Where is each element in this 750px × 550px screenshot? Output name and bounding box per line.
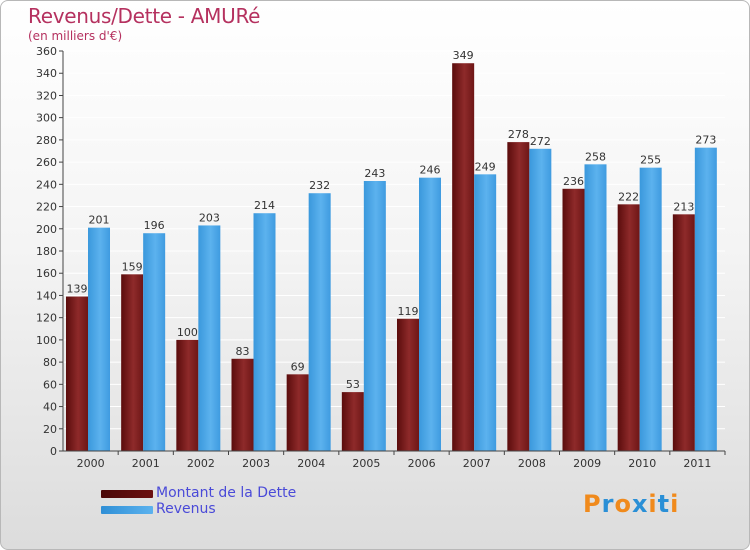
bar-revenus: [88, 227, 110, 451]
chart-title: Revenus/Dette - AMURé: [28, 4, 261, 28]
x-tick-label: 2007: [463, 457, 491, 470]
bar-dette: [231, 358, 254, 451]
bar-dette: [452, 63, 475, 451]
data-label: 83: [236, 345, 250, 358]
y-tick-label: 20: [43, 423, 57, 436]
y-tick-label: 260: [36, 156, 57, 169]
legend-label-revenus: Revenus: [156, 501, 216, 517]
y-tick-label: 280: [36, 134, 57, 147]
y-tick-label: 220: [36, 201, 57, 214]
y-tick-label: 40: [43, 401, 57, 414]
x-tick-label: 2003: [242, 457, 270, 470]
y-tick-label: 0: [50, 445, 57, 458]
proxiti-logo: Proxiti: [583, 490, 679, 518]
bar-revenus: [143, 233, 166, 451]
x-tick-label: 2001: [132, 457, 160, 470]
x-tick-label: 2005: [352, 457, 380, 470]
bar-dette: [507, 142, 530, 451]
data-label: 273: [695, 134, 716, 147]
x-tick-label: 2008: [518, 457, 546, 470]
logo-letter: t: [657, 490, 671, 518]
bar-revenus: [529, 148, 552, 451]
bar-revenus: [198, 225, 221, 451]
legend-swatch-dette: [101, 490, 153, 498]
legend-label-dette: Montant de la Dette: [156, 485, 297, 501]
data-label: 53: [346, 378, 360, 391]
bar-revenus: [308, 193, 331, 451]
y-tick-label: 140: [36, 289, 57, 302]
x-tick-label: 2000: [77, 457, 105, 470]
data-label: 258: [585, 150, 606, 163]
data-label: 272: [530, 135, 551, 148]
y-tick-label: 300: [36, 112, 57, 125]
data-label: 119: [398, 305, 419, 318]
y-tick-label: 60: [43, 378, 57, 391]
data-label: 246: [420, 164, 441, 177]
data-label: 222: [618, 190, 639, 203]
x-tick-label: 2002: [187, 457, 215, 470]
legend-swatch-revenus: [101, 506, 153, 514]
bar-dette: [672, 214, 695, 451]
data-label: 278: [508, 128, 529, 141]
bar-revenus: [694, 147, 717, 451]
bar-revenus: [584, 164, 607, 452]
data-label: 243: [364, 167, 385, 180]
bar-dette: [617, 204, 640, 451]
data-label: 196: [144, 219, 165, 232]
bar-dette: [562, 188, 585, 451]
logo-letter: i: [648, 490, 658, 518]
y-tick-label: 180: [36, 245, 57, 258]
bar-dette: [397, 318, 419, 451]
y-tick-label: 240: [36, 178, 57, 191]
y-tick-label: 100: [36, 334, 57, 347]
bar-revenus: [363, 181, 386, 451]
logo-letter: P: [583, 490, 602, 518]
bar-revenus: [639, 167, 662, 451]
data-label: 232: [309, 179, 330, 192]
logo-letter: o: [614, 490, 632, 518]
data-label: 349: [453, 49, 474, 62]
bar-dette: [286, 374, 309, 451]
bar-revenus: [253, 213, 276, 451]
data-label: 139: [67, 283, 88, 296]
x-tick-label: 2009: [573, 457, 601, 470]
logo-letter: x: [631, 490, 649, 518]
chart-subtitle: (en milliers d'€): [28, 29, 123, 43]
data-label: 159: [122, 260, 143, 273]
data-label: 201: [89, 214, 110, 227]
data-label: 214: [254, 199, 275, 212]
data-label: 69: [291, 360, 305, 373]
bar-dette: [176, 339, 199, 451]
bar-dette: [121, 274, 144, 451]
bar-revenus: [474, 174, 497, 452]
bar-dette: [66, 296, 88, 451]
y-tick-label: 120: [36, 312, 57, 325]
y-tick-label: 340: [36, 67, 57, 80]
data-label: 255: [640, 154, 661, 167]
x-tick-label: 2006: [408, 457, 436, 470]
y-tick-label: 200: [36, 223, 57, 236]
y-tick-label: 160: [36, 267, 57, 280]
data-label: 249: [475, 160, 496, 173]
y-tick-label: 320: [36, 89, 57, 102]
data-label: 236: [563, 175, 584, 188]
logo-letter: i: [670, 490, 680, 518]
bar-revenus: [419, 177, 441, 451]
data-label: 203: [199, 211, 220, 224]
logo-letter: r: [601, 490, 615, 518]
data-label: 100: [177, 326, 198, 339]
x-tick-label: 2010: [628, 457, 656, 470]
y-tick-label: 360: [36, 45, 57, 58]
data-label: 213: [673, 200, 694, 213]
x-tick-label: 2011: [683, 457, 711, 470]
x-tick-label: 2004: [297, 457, 325, 470]
y-tick-label: 80: [43, 356, 57, 369]
bar-dette: [341, 392, 364, 451]
